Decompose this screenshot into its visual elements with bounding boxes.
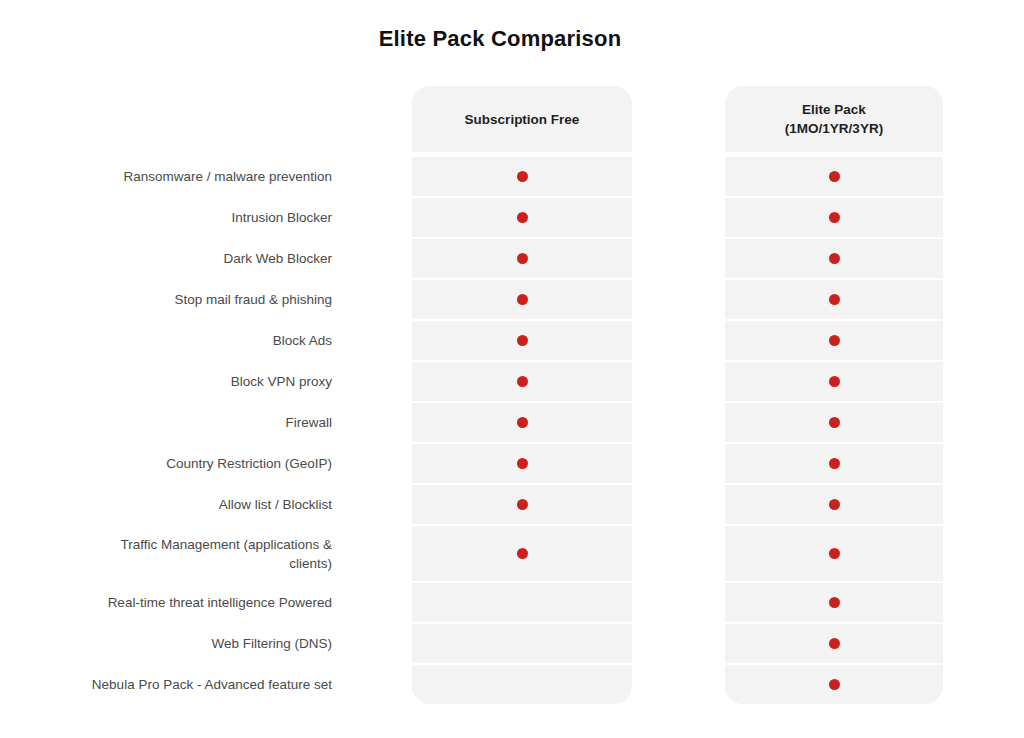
feature-label: Stop mail fraud & phishing (174, 290, 332, 309)
cell-subscription-free (412, 624, 632, 663)
feature-row: Dark Web Blocker (0, 239, 1024, 278)
cell-elite-pack (725, 321, 943, 360)
feature-row: Country Restriction (GeoIP) (0, 444, 1024, 483)
included-dot (829, 499, 840, 510)
included-dot (517, 253, 528, 264)
feature-label: Traffic Management (applications & clien… (80, 535, 332, 573)
column-header-label: Elite Pack (802, 100, 866, 119)
table-header-row: Subscription Free Elite Pack (1MO/1YR/3Y… (0, 86, 1024, 152)
feature-row: Traffic Management (applications & clien… (0, 526, 1024, 581)
included-dot (517, 458, 528, 469)
feature-label-cell: Stop mail fraud & phishing (0, 280, 332, 319)
feature-label-cell: Real-time threat intelligence Powered (0, 583, 332, 622)
feature-label-cell: Allow list / Blocklist (0, 485, 332, 524)
feature-label-cell: Nebula Pro Pack - Advanced feature set (0, 665, 332, 704)
feature-row: Firewall (0, 403, 1024, 442)
included-dot (829, 548, 840, 559)
feature-label: Web Filtering (DNS) (211, 634, 332, 653)
included-dot (517, 294, 528, 305)
column-header-label: Subscription Free (465, 110, 580, 129)
included-dot (829, 679, 840, 690)
included-dot (517, 417, 528, 428)
header-label-spacer (0, 86, 332, 152)
feature-label-cell: Firewall (0, 403, 332, 442)
cell-subscription-free (412, 321, 632, 360)
cell-elite-pack (725, 624, 943, 663)
feature-row: Nebula Pro Pack - Advanced feature set (0, 665, 1024, 704)
included-dot (829, 458, 840, 469)
cell-elite-pack (725, 280, 943, 319)
table-body: Ransomware / malware prevention Intrusio… (0, 157, 1024, 704)
feature-label: Country Restriction (GeoIP) (166, 454, 332, 473)
cell-elite-pack (725, 665, 943, 704)
feature-row: Intrusion Blocker (0, 198, 1024, 237)
included-dot (517, 335, 528, 346)
included-dot (829, 253, 840, 264)
cell-elite-pack (725, 444, 943, 483)
cell-subscription-free (412, 239, 632, 278)
cell-elite-pack (725, 362, 943, 401)
feature-row: Allow list / Blocklist (0, 485, 1024, 524)
feature-label: Intrusion Blocker (231, 208, 332, 227)
included-dot (829, 335, 840, 346)
feature-label: Block Ads (273, 331, 332, 350)
included-dot (517, 548, 528, 559)
feature-label-cell: Block Ads (0, 321, 332, 360)
feature-row: Ransomware / malware prevention (0, 157, 1024, 196)
cell-elite-pack (725, 526, 943, 581)
included-dot (829, 171, 840, 182)
feature-label: Dark Web Blocker (223, 249, 332, 268)
cell-elite-pack (725, 583, 943, 622)
included-dot (829, 294, 840, 305)
feature-label-cell: Web Filtering (DNS) (0, 624, 332, 663)
feature-row: Web Filtering (DNS) (0, 624, 1024, 663)
feature-label: Ransomware / malware prevention (123, 167, 332, 186)
cell-subscription-free (412, 362, 632, 401)
cell-subscription-free (412, 444, 632, 483)
feature-row: Block Ads (0, 321, 1024, 360)
feature-label-cell: Country Restriction (GeoIP) (0, 444, 332, 483)
cell-subscription-free (412, 526, 632, 581)
column-header-elite-pack: Elite Pack (1MO/1YR/3YR) (725, 86, 943, 152)
cell-subscription-free (412, 665, 632, 704)
included-dot (517, 212, 528, 223)
cell-subscription-free (412, 583, 632, 622)
included-dot (829, 376, 840, 387)
feature-label-cell: Intrusion Blocker (0, 198, 332, 237)
feature-label: Real-time threat intelligence Powered (108, 593, 332, 612)
cell-elite-pack (725, 198, 943, 237)
feature-label: Firewall (285, 413, 332, 432)
feature-label-cell: Block VPN proxy (0, 362, 332, 401)
included-dot (829, 638, 840, 649)
feature-row: Stop mail fraud & phishing (0, 280, 1024, 319)
feature-row: Real-time threat intelligence Powered (0, 583, 1024, 622)
feature-label-cell: Dark Web Blocker (0, 239, 332, 278)
feature-label: Allow list / Blocklist (219, 495, 332, 514)
included-dot (517, 171, 528, 182)
cell-subscription-free (412, 403, 632, 442)
cell-subscription-free (412, 485, 632, 524)
column-header-sublabel: (1MO/1YR/3YR) (785, 119, 883, 138)
included-dot (517, 376, 528, 387)
cell-elite-pack (725, 485, 943, 524)
feature-label-cell: Ransomware / malware prevention (0, 157, 332, 196)
page-title: Elite Pack Comparison (0, 26, 1000, 52)
feature-label-cell: Traffic Management (applications & clien… (0, 526, 332, 581)
feature-label: Nebula Pro Pack - Advanced feature set (92, 675, 332, 694)
cell-subscription-free (412, 157, 632, 196)
cell-subscription-free (412, 280, 632, 319)
cell-elite-pack (725, 403, 943, 442)
included-dot (829, 417, 840, 428)
feature-row: Block VPN proxy (0, 362, 1024, 401)
included-dot (517, 499, 528, 510)
comparison-table: Subscription Free Elite Pack (1MO/1YR/3Y… (0, 86, 1024, 704)
cell-elite-pack (725, 157, 943, 196)
cell-subscription-free (412, 198, 632, 237)
included-dot (829, 597, 840, 608)
column-header-subscription-free: Subscription Free (412, 86, 632, 152)
included-dot (829, 212, 840, 223)
cell-elite-pack (725, 239, 943, 278)
feature-label: Block VPN proxy (231, 372, 332, 391)
